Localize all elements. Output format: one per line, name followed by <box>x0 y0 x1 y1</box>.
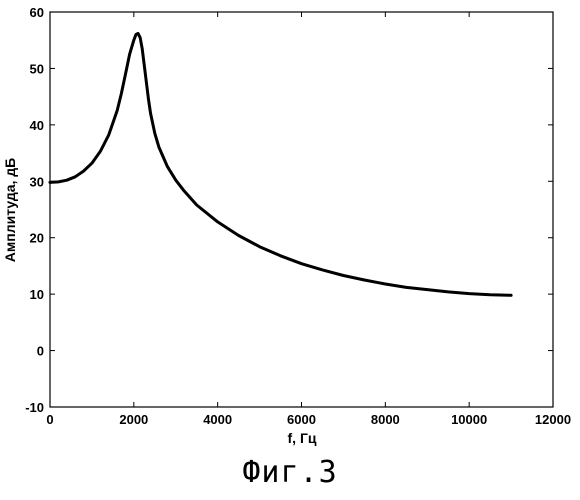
y-tick-label: 20 <box>30 231 44 246</box>
x-tick-label: 12000 <box>535 412 571 427</box>
chart: 020004000600080001000012000-100102030405… <box>0 0 580 455</box>
x-tick-label: 0 <box>46 412 53 427</box>
y-tick-label: 40 <box>30 118 44 133</box>
y-tick-label: 30 <box>30 174 44 189</box>
y-tick-label: -10 <box>25 400 44 415</box>
y-tick-label: 60 <box>30 5 44 20</box>
x-tick-label: 2000 <box>119 412 148 427</box>
x-axis-label: f, Гц <box>288 430 317 446</box>
series-line <box>50 33 511 295</box>
y-tick-label: 10 <box>30 287 44 302</box>
y-tick-label: 50 <box>30 61 44 76</box>
x-tick-label: 4000 <box>203 412 232 427</box>
y-axis-label: Амплитуда, дБ <box>2 158 18 262</box>
x-tick-label: 6000 <box>287 412 316 427</box>
y-tick-label: 0 <box>37 344 44 359</box>
figure-caption: Фиг.3 <box>0 455 580 490</box>
x-tick-label: 8000 <box>371 412 400 427</box>
x-tick-label: 10000 <box>451 412 487 427</box>
tick-labels: 020004000600080001000012000-100102030405… <box>25 5 571 427</box>
